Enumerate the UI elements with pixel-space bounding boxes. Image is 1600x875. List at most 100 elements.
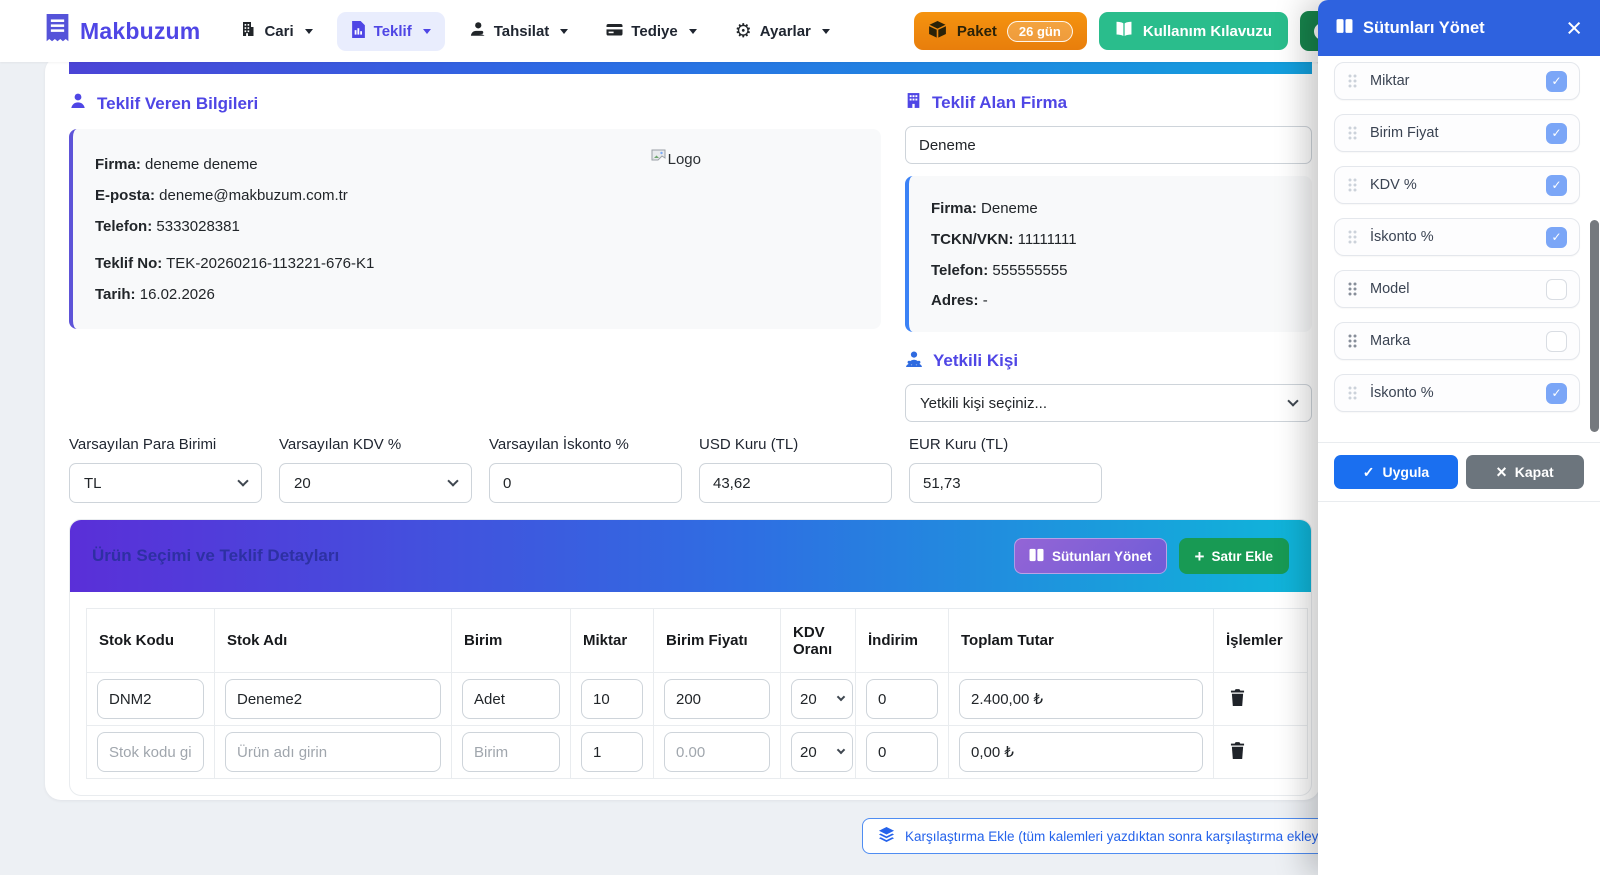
column-item-label: Model (1370, 281, 1410, 297)
items-table: Stok Kodu Stok Adı Birim Miktar Birim Fi… (86, 608, 1308, 779)
column-item-label: Miktar (1370, 73, 1410, 89)
gear-icon: ⚙ (734, 19, 752, 42)
drag-handle-icon[interactable] (1347, 73, 1358, 89)
birim-fiyati-input[interactable] (664, 679, 770, 719)
birim-fiyati-input[interactable] (664, 732, 770, 772)
yetkili-select-value: Yetkili kişi seçiniz... (920, 394, 1047, 412)
book-icon (1115, 21, 1133, 41)
eur-rate-input[interactable] (909, 463, 1102, 503)
currency-label: Varsayılan Para Birimi (69, 436, 217, 453)
delete-row-button[interactable] (1224, 685, 1251, 713)
default-iskonto-field: Varsayılan İskonto % (489, 436, 682, 503)
indirim-input[interactable] (866, 679, 938, 719)
provider-firma-line: Firma: deneme deneme (95, 154, 859, 176)
column-item-miktar[interactable]: Miktar ✓ (1334, 62, 1580, 100)
nav-item-tahsilat[interactable]: Tahsilat (455, 12, 583, 51)
column-checkbox[interactable]: ✓ (1546, 70, 1567, 92)
apply-button[interactable]: ✓ Uygula (1334, 455, 1458, 489)
column-checkbox[interactable]: ✓ (1546, 278, 1567, 300)
stok-adi-input[interactable] (225, 732, 441, 772)
usd-rate-input[interactable] (699, 463, 892, 503)
columns-icon (1336, 18, 1353, 39)
add-comparison-button[interactable]: Karşılaştırma Ekle (tüm kalemleri yazdık… (862, 818, 1332, 854)
stok-adi-input[interactable] (225, 679, 441, 719)
panel-body: Miktar ✓ Birim Fiyat ✓ KDV % ✓ (1318, 56, 1600, 426)
drag-handle-icon[interactable] (1347, 333, 1358, 349)
default-kdv-select[interactable]: 20 (279, 463, 472, 503)
usd-rate-field: USD Kuru (TL) (699, 436, 892, 503)
stok-kodu-input[interactable] (97, 679, 204, 719)
drag-handle-icon[interactable] (1347, 281, 1358, 297)
eposta-value: deneme@makbuzum.com.tr (159, 186, 348, 204)
column-item-label: İskonto % (1370, 229, 1434, 245)
defaults-row: Varsayılan Para Birimi TL Varsayılan KDV… (69, 436, 1312, 503)
currency-select[interactable]: TL (69, 463, 262, 503)
column-item-iskonto-2[interactable]: İskonto % ✓ (1334, 374, 1580, 412)
adres-value: - (982, 292, 988, 310)
column-item-label: İskonto % (1370, 385, 1434, 401)
brand-logo[interactable]: Makbuzum (45, 14, 200, 48)
toplam-tutar-input[interactable] (959, 679, 1203, 719)
delete-row-button[interactable] (1224, 738, 1251, 766)
manage-columns-button[interactable]: Sütunları Yönet (1014, 538, 1167, 574)
close-panel-button[interactable]: × Kapat (1465, 455, 1584, 489)
kdv-select[interactable]: 20 (791, 732, 853, 772)
telefon-label: Telefon: (95, 217, 153, 235)
scrollbar-thumb[interactable] (1590, 220, 1599, 432)
provider-info-box: Logo Firma: deneme deneme E-posta: denem… (69, 129, 881, 329)
manage-columns-panel: Sütunları Yönet × Miktar ✓ Birim Fiyat ✓ (1318, 0, 1600, 875)
column-item-model[interactable]: Model ✓ (1334, 270, 1580, 308)
drag-handle-icon[interactable] (1347, 229, 1358, 245)
col-header-islemler: İşlemler (1213, 608, 1308, 673)
trash-icon (1230, 742, 1245, 762)
chevron-down-icon (447, 475, 459, 487)
close-icon: × (1496, 462, 1507, 482)
nav-item-label: Tahsilat (493, 22, 550, 40)
yetkili-select[interactable]: Yetkili kişi seçiniz... (905, 384, 1312, 422)
column-checkbox[interactable]: ✓ (1546, 174, 1567, 196)
paket-button[interactable]: Paket 26 gün (913, 12, 1087, 50)
default-iskonto-input[interactable] (489, 463, 682, 503)
drag-handle-icon[interactable] (1347, 385, 1358, 401)
provider-teklifno-line: Teklif No: TEK-20260216-113221-676-K1 (95, 253, 859, 275)
birim-input[interactable] (462, 679, 560, 719)
indirim-input[interactable] (866, 732, 938, 772)
column-item-birim-fiyat[interactable]: Birim Fiyat ✓ (1334, 114, 1580, 152)
column-checkbox[interactable]: ✓ (1546, 122, 1567, 144)
column-item-iskonto[interactable]: İskonto % ✓ (1334, 218, 1580, 256)
add-row-button[interactable]: + Satır Ekle (1178, 538, 1289, 574)
drag-handle-icon[interactable] (1347, 177, 1358, 193)
nav-item-ayarlar[interactable]: ⚙ Ayarlar (721, 13, 844, 50)
chevron-down-icon (836, 745, 846, 755)
col-header-indirim: İndirim (855, 608, 949, 673)
plus-icon: + (1194, 546, 1205, 566)
column-checkbox[interactable]: ✓ (1546, 382, 1567, 404)
column-item-marka[interactable]: Marka ✓ (1334, 322, 1580, 360)
recipient-section: Teklif Alan Firma Firma: Deneme TCKN/VKN… (905, 92, 1312, 422)
drag-handle-icon[interactable] (1347, 125, 1358, 141)
stok-kodu-input[interactable] (97, 732, 204, 772)
column-item-kdv[interactable]: KDV % ✓ (1334, 166, 1580, 204)
nav-item-tediye[interactable]: Tediye (592, 13, 710, 50)
birim-input[interactable] (462, 732, 560, 772)
yetkili-title: Yetkili Kişi (933, 351, 1019, 370)
nav-item-cari[interactable]: Cari (226, 12, 326, 50)
kdv-select[interactable]: 20 (791, 679, 853, 719)
column-checkbox[interactable]: ✓ (1546, 330, 1567, 352)
miktar-input[interactable] (581, 679, 643, 719)
panel-footer: ✓ Uygula × Kapat (1318, 442, 1600, 502)
close-icon[interactable]: × (1566, 12, 1582, 43)
chevron-down-icon (237, 475, 249, 487)
miktar-input[interactable] (581, 732, 643, 772)
column-item-label: Marka (1370, 333, 1411, 349)
nav-item-teklif[interactable]: Teklif (336, 11, 445, 51)
tarih-value: 16.02.2026 (139, 286, 215, 303)
logo-alt-text: Logo (667, 151, 701, 168)
panel-header: Sütunları Yönet × (1318, 0, 1600, 56)
toplam-tutar-input[interactable] (959, 732, 1203, 772)
recipient-company-input[interactable] (905, 126, 1312, 164)
column-checkbox[interactable]: ✓ (1546, 226, 1567, 248)
tarih-label: Tarih: (95, 286, 136, 303)
guide-button[interactable]: Kullanım Kılavuzu (1098, 12, 1288, 50)
recipient-firma-line: Firma: Deneme (931, 198, 1290, 220)
